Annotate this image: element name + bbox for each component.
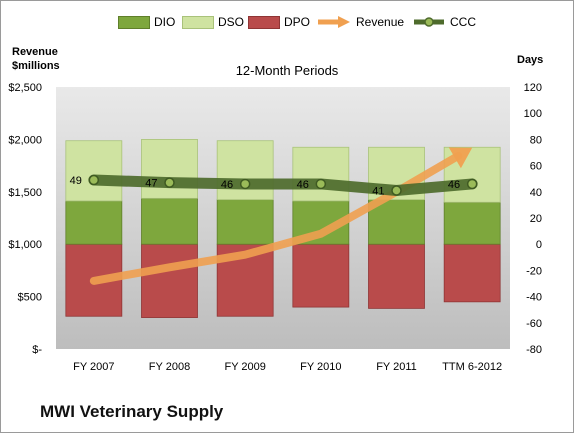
dpo-bar bbox=[368, 243, 425, 309]
legend-swatch-dpo bbox=[248, 15, 280, 29]
category-label: FY 2008 bbox=[149, 361, 190, 373]
left-axis-tick-label: $2,500 bbox=[8, 82, 42, 94]
ccc-data-label: 46 bbox=[448, 179, 460, 191]
right-axis-tick-label: 80 bbox=[530, 134, 542, 146]
legend: DIO DSO DPO Revenue CCC bbox=[0, 8, 574, 34]
left-axis-label-line2: $millions bbox=[12, 60, 60, 72]
dso-bar bbox=[141, 138, 198, 199]
right-axis-tick-label: -20 bbox=[526, 265, 542, 277]
left-axis-label-line1: Revenue bbox=[12, 46, 58, 58]
legend-item-dio: DIO bbox=[118, 12, 175, 32]
right-axis-tick-label: -80 bbox=[526, 344, 542, 356]
right-axis-tick-label: 100 bbox=[524, 108, 542, 120]
legend-label-dso: DSO bbox=[218, 15, 245, 29]
right-axis-tick-label: 20 bbox=[530, 213, 542, 225]
legend-swatch-dso bbox=[182, 15, 214, 29]
dso-bar bbox=[292, 146, 350, 202]
right-axis-label: Days bbox=[517, 54, 544, 66]
category-label: TTM 6-2012 bbox=[442, 361, 502, 373]
legend-swatch-dio bbox=[118, 15, 150, 29]
right-axis-tick-label: 0 bbox=[536, 239, 542, 251]
dpo-bar bbox=[443, 243, 501, 303]
plot-area bbox=[56, 87, 510, 349]
category-label: FY 2011 bbox=[376, 361, 417, 373]
ccc-data-label: 49 bbox=[70, 175, 82, 187]
ccc-point bbox=[164, 177, 175, 188]
legend-label-revenue: Revenue bbox=[356, 15, 405, 29]
left-axis-tick-label: $- bbox=[32, 344, 42, 356]
left-axis-tick-label: $2,000 bbox=[8, 134, 42, 146]
dio-bar bbox=[368, 199, 425, 245]
right-axis-tick-label: -60 bbox=[526, 318, 542, 330]
ccc-point bbox=[88, 174, 100, 186]
legend-item-dpo: DPO bbox=[248, 12, 310, 32]
dpo-bar bbox=[292, 243, 350, 308]
category-label: FY 2009 bbox=[224, 361, 265, 373]
ccc-data-label: 46 bbox=[297, 179, 309, 191]
left-axis-tick-label: $500 bbox=[18, 292, 42, 304]
category-label: FY 2007 bbox=[73, 361, 114, 373]
dio-bar bbox=[216, 199, 274, 245]
dio-bar bbox=[141, 197, 198, 245]
dpo-bar bbox=[141, 243, 198, 318]
right-axis-tick-label: 60 bbox=[530, 161, 542, 173]
dso-bar bbox=[216, 140, 274, 201]
chart-subtitle: 12-Month Periods bbox=[235, 63, 339, 78]
legend-item-ccc: CCC bbox=[412, 12, 476, 32]
legend-label-ccc: CCC bbox=[450, 15, 476, 29]
ccc-line bbox=[88, 174, 478, 196]
left-axis-label: Revenue $millions bbox=[12, 45, 60, 73]
company-title: MWI Veterinary Supply bbox=[40, 402, 224, 421]
right-axis-tick-label: -40 bbox=[526, 292, 542, 304]
legend-swatch-ccc bbox=[414, 17, 444, 27]
ccc-data-label: 46 bbox=[221, 179, 233, 191]
ccc-point bbox=[315, 178, 327, 190]
ccc-point bbox=[391, 185, 402, 196]
ccc-data-label: 41 bbox=[372, 185, 384, 197]
ccc-point bbox=[239, 178, 251, 190]
ccc-data-label: 47 bbox=[145, 178, 157, 190]
legend-label-dio: DIO bbox=[154, 15, 176, 29]
legend-item-revenue: Revenue bbox=[316, 12, 404, 32]
right-axis-tick-label: 120 bbox=[524, 82, 542, 94]
dio-bar bbox=[65, 200, 123, 245]
revenue-arrowhead bbox=[448, 147, 473, 169]
legend-label-dpo: DPO bbox=[284, 15, 311, 29]
left-axis-tick-label: $1,500 bbox=[8, 187, 42, 199]
legend-swatch-revenue bbox=[318, 16, 350, 28]
left-axis-tick-label: $1,000 bbox=[8, 239, 42, 251]
category-label: FY 2010 bbox=[300, 361, 341, 373]
right-axis-tick-label: 40 bbox=[530, 187, 542, 199]
ccc-point bbox=[466, 178, 478, 190]
legend-item-dso: DSO bbox=[182, 12, 244, 32]
dio-bar bbox=[443, 201, 501, 245]
dso-bar bbox=[65, 140, 123, 202]
